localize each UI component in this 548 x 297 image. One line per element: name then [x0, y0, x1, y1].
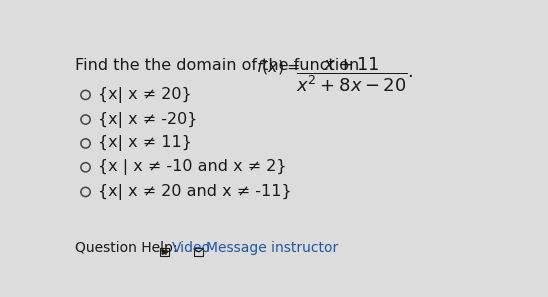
Text: Message instructor: Message instructor	[206, 241, 338, 255]
Text: $f(x) =$: $f(x) =$	[256, 58, 300, 76]
Text: Video: Video	[172, 241, 210, 255]
Text: {x | x ≠ -10 and x ≠ 2}: {x | x ≠ -10 and x ≠ 2}	[98, 159, 287, 175]
Text: Question Help:: Question Help:	[75, 241, 177, 255]
Polygon shape	[162, 250, 168, 254]
Text: Find the the domain of the function: Find the the domain of the function	[75, 58, 364, 73]
Text: {x| x ≠ 11}: {x| x ≠ 11}	[98, 135, 192, 151]
Text: $\dfrac{x+11}{x^2+8x-20}$$.$: $\dfrac{x+11}{x^2+8x-20}$$.$	[296, 55, 414, 94]
Text: {x| x ≠ 20}: {x| x ≠ 20}	[98, 87, 192, 103]
Text: {x| x ≠ -20}: {x| x ≠ -20}	[98, 112, 197, 128]
Text: {x| x ≠ 20 and x ≠ -11}: {x| x ≠ 20 and x ≠ -11}	[98, 184, 292, 200]
